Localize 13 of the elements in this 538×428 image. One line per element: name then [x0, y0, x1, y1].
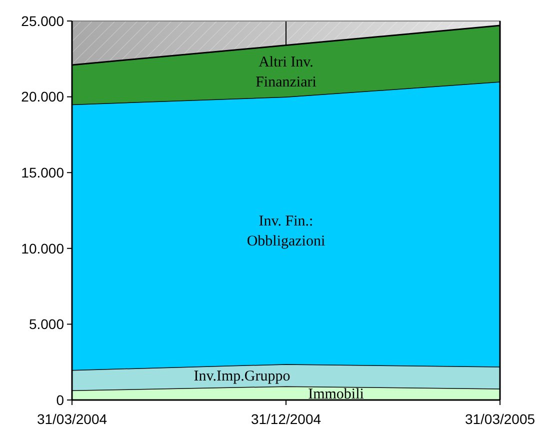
- y-tick-label: 0: [56, 392, 64, 408]
- series-label: Immobili: [308, 386, 364, 402]
- x-tick-label: 31/12/2004: [250, 411, 322, 427]
- series-label: Inv.Imp.Gruppo: [194, 368, 290, 384]
- y-tick-label: 5.000: [28, 316, 64, 332]
- y-tick-label: 25.000: [21, 12, 64, 29]
- y-tick-label: 20.000: [21, 88, 64, 105]
- x-tick-label: 31/03/2005: [464, 411, 536, 427]
- series-label: Altri Inv. Finanziari: [256, 54, 316, 90]
- y-tick-label: 15.000: [21, 164, 64, 180]
- x-tick-label: 31/03/2004: [36, 411, 108, 427]
- series-label: Inv. Fin.: Obbligazioni: [246, 214, 326, 250]
- y-tick-label: 10.000: [21, 240, 64, 256]
